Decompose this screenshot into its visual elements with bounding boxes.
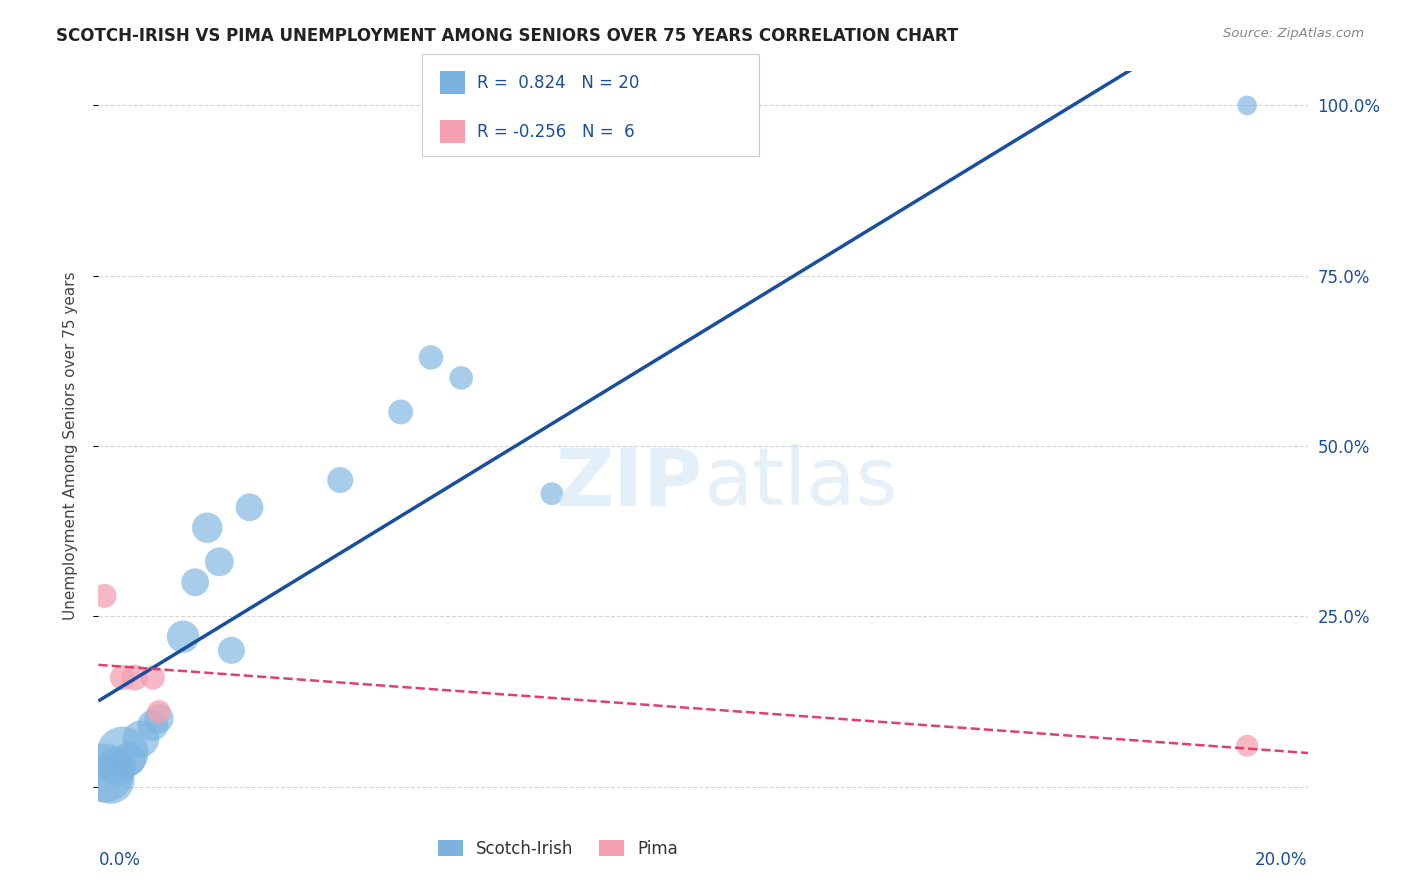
Point [93,589,115,603]
Point [184,575,207,590]
Point [111,746,134,760]
Y-axis label: Unemployment Among Seniors over 75 years: Unemployment Among Seniors over 75 years [63,272,77,620]
Point [142,671,165,685]
Point [540,486,562,500]
Point [450,371,472,385]
Point [221,643,243,657]
Text: R =  0.824   N = 20: R = 0.824 N = 20 [477,73,638,92]
Point [142,718,165,732]
Point [148,705,170,719]
Text: 20.0%: 20.0% [1256,851,1308,869]
Point [148,711,170,725]
Point [195,521,218,535]
Point [1236,739,1258,753]
Point [100,772,122,787]
Point [93,766,115,780]
Text: atlas: atlas [703,444,897,523]
Point [420,351,443,365]
Point [172,630,194,644]
Text: ZIP: ZIP [555,444,703,523]
Point [105,759,128,773]
Text: 0.0%: 0.0% [98,851,141,869]
Point [1236,98,1258,112]
Point [118,752,141,766]
Point [329,473,352,487]
Point [124,671,146,685]
Point [208,555,231,569]
Point [389,405,412,419]
Point [129,731,152,746]
Point [111,671,134,685]
Point [239,500,262,515]
Text: Source: ZipAtlas.com: Source: ZipAtlas.com [1223,27,1364,40]
Legend: Scotch-Irish, Pima: Scotch-Irish, Pima [432,833,685,864]
Text: R = -0.256   N =  6: R = -0.256 N = 6 [477,122,634,141]
Text: SCOTCH-IRISH VS PIMA UNEMPLOYMENT AMONG SENIORS OVER 75 YEARS CORRELATION CHART: SCOTCH-IRISH VS PIMA UNEMPLOYMENT AMONG … [56,27,959,45]
